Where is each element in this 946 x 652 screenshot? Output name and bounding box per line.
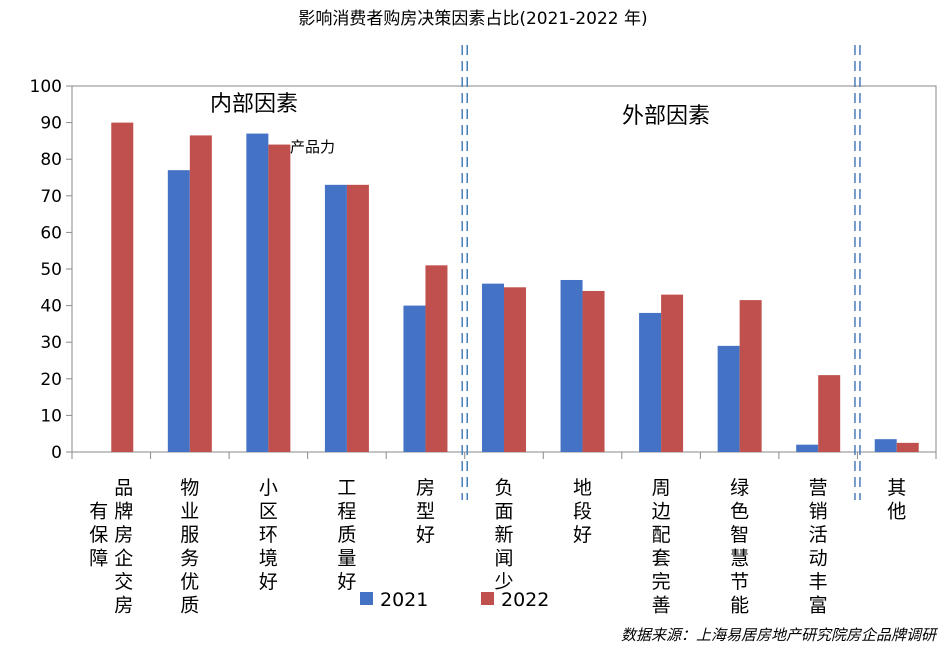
y-axis-ticks: 0 10 20 30 40 50 60 70 80 90 100: [30, 77, 72, 463]
category-label-1: 品牌房企交房有保障: [89, 477, 133, 617]
group-label-external: 外部因素: [622, 104, 710, 129]
y-tick-label: 100: [30, 77, 62, 97]
category-label-4: 工程质量好: [337, 477, 356, 593]
chart-title: 影响消费者购房决策因素占比(2021-2022 年): [298, 9, 647, 29]
y-tick-label: 80: [40, 150, 62, 170]
bar-2022-5: [425, 265, 448, 452]
bar-2022-3: [268, 144, 291, 452]
bar-2021-6: [482, 283, 504, 452]
y-tick-label: 60: [40, 223, 62, 243]
category-label-8: 周边配套完善: [652, 477, 671, 617]
group-dividers: [461, 45, 861, 500]
category-label-6: 负面新闻少: [494, 477, 513, 593]
category-label-5: 房型好: [416, 477, 435, 546]
bar-2021-3: [246, 133, 269, 452]
y-tick-label: 20: [40, 370, 62, 390]
legend: 2021 2022: [360, 589, 549, 611]
y-tick-label: 40: [40, 297, 62, 317]
bar-2022-4: [346, 184, 369, 452]
y-tick-label: 0: [51, 443, 62, 463]
legend-swatch-2021: [360, 592, 373, 605]
data-source: 数据来源：上海易居房地产研究院房企品牌调研: [621, 626, 939, 644]
bar-2022-6: [504, 287, 526, 452]
bar-2021-4: [324, 184, 347, 452]
x-axis-category-labels: 品牌房企交房有保障 物业服务优质 小区环境好 工程质量好 房型好 负面新闻少 地段好 周边配套…: [89, 477, 906, 617]
legend-label-2021: 2021: [380, 589, 428, 611]
bar-2021-8: [639, 312, 662, 452]
bar-2021-2: [167, 170, 190, 452]
y-tick-label: 90: [40, 114, 62, 134]
bar-2022-1: [111, 122, 134, 452]
bar-2021-7: [560, 279, 583, 452]
category-label-9: 绿色智慧节能: [730, 477, 749, 617]
y-tick-label: 50: [40, 260, 62, 280]
bar-2021-10: [796, 444, 819, 452]
y-tick-label: 30: [40, 333, 62, 353]
bar-2022-11: [896, 442, 919, 452]
y-tick-label: 10: [40, 406, 62, 426]
bar-2022-2: [189, 135, 212, 452]
legend-swatch-2022: [481, 592, 494, 605]
bar-2022-8: [661, 294, 684, 452]
category-label-7: 地段好: [573, 477, 592, 546]
group-label-internal: 内部因素: [210, 92, 298, 117]
bar-2022-7: [582, 290, 605, 452]
bar-2021-11: [874, 439, 897, 452]
bars: [111, 122, 919, 452]
bar-2022-10: [818, 375, 841, 452]
category-label-11: 其他: [887, 477, 906, 523]
bar-2021-5: [403, 305, 426, 452]
bar-2022-9: [739, 300, 762, 452]
bar-2021-9: [717, 345, 740, 452]
category-label-2: 物业服务优质: [180, 477, 199, 617]
legend-label-2022: 2022: [501, 589, 549, 611]
category-label-3: 小区环境好: [259, 477, 278, 593]
annotation-product-strength: 产品力: [290, 138, 335, 156]
y-tick-label: 70: [40, 187, 62, 207]
category-label-10: 营销活动丰富: [809, 477, 828, 617]
